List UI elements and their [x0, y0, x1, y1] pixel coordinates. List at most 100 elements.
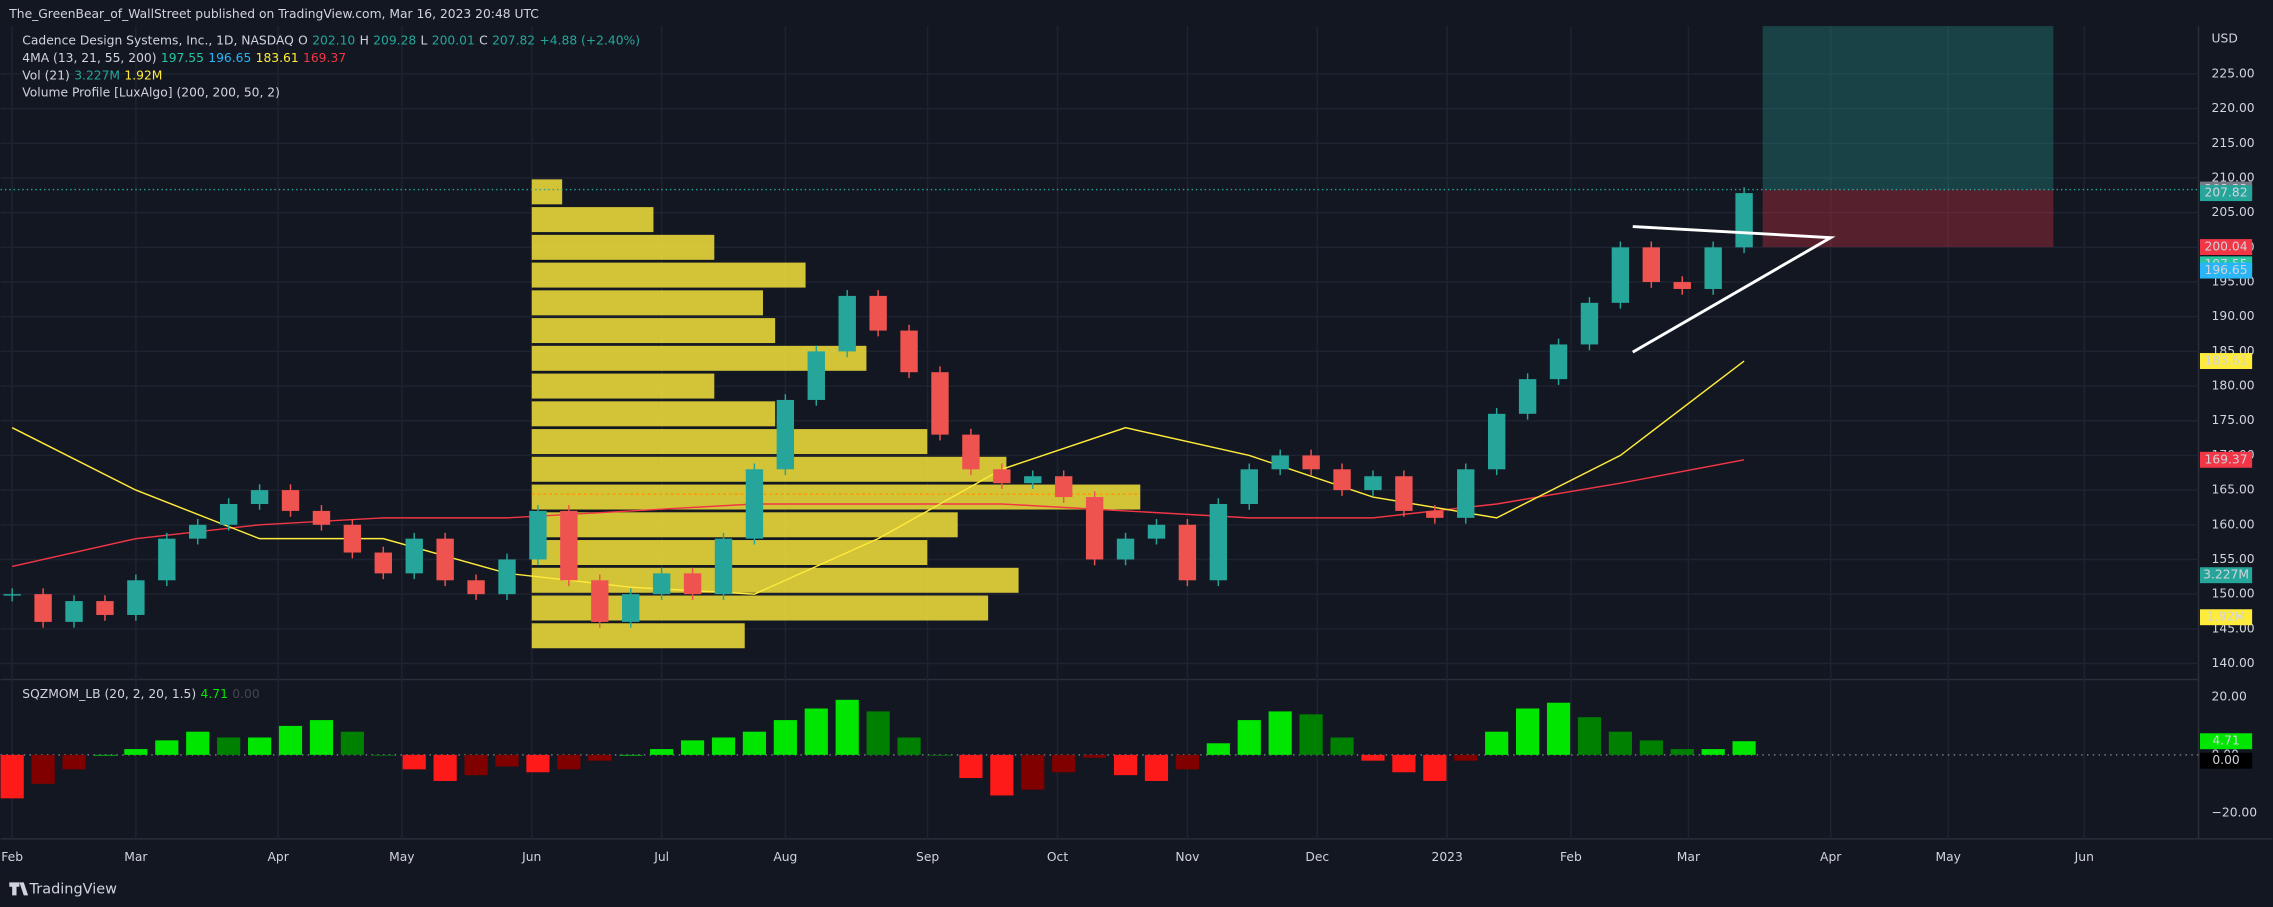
candle-body	[65, 601, 83, 622]
candle-body	[1302, 455, 1320, 470]
x-tick-label: Dec	[1305, 850, 1329, 864]
legend-line: 4MA (13, 21, 55, 200) 197.55 196.65 183.61 1…	[22, 50, 346, 64]
candle-body	[1024, 476, 1042, 484]
momentum-bar	[619, 754, 643, 756]
legend-line: Cadence Design Systems, Inc., 1D, NASDAQ…	[22, 33, 640, 47]
x-tick-label: Jun	[2074, 850, 2094, 864]
momentum-bar	[1516, 708, 1540, 755]
candle-body	[127, 580, 145, 615]
x-tick-label: May	[1935, 850, 1960, 864]
momentum-bar	[1021, 754, 1045, 790]
candle-body	[34, 594, 52, 622]
legend-item: C	[479, 33, 488, 47]
zero-tag-bg	[2199, 752, 2253, 769]
momentum-bar	[1206, 743, 1230, 755]
legend-item: 209.28	[373, 33, 416, 47]
legend-item: 1.92M	[124, 68, 162, 82]
legend-item: 3.227M	[74, 68, 120, 82]
candle-body	[683, 573, 702, 595]
momentum-bar	[371, 754, 395, 756]
x-tick-label: 2023	[1432, 850, 1463, 864]
momentum-bar	[1083, 754, 1107, 758]
y-tick-label: 165.00	[2212, 483, 2255, 497]
momentum-bar	[588, 754, 612, 761]
legend-item: +4.88 (+2.40%)	[539, 33, 640, 47]
y-tick-label: 190.00	[2212, 309, 2255, 323]
profile-bar	[531, 373, 715, 399]
momentum-bar	[278, 725, 303, 755]
candle-body	[622, 594, 640, 622]
momentum-bar	[1485, 731, 1509, 755]
y-tick-label: 150.00	[2212, 587, 2255, 601]
momentum-bar	[1670, 749, 1694, 755]
y-tick-label: 220.00	[2212, 101, 2255, 115]
x-tick-label: Feb	[1560, 850, 1582, 864]
momentum-bar	[1454, 754, 1478, 761]
candle-body	[591, 580, 609, 622]
y-tick-label: 175.00	[2212, 413, 2255, 427]
candle-body	[1580, 302, 1599, 345]
momentum-bar	[433, 754, 457, 781]
candle-body	[1487, 413, 1506, 470]
candle-body	[498, 559, 516, 595]
momentum-bar	[1701, 749, 1725, 755]
candle-body	[343, 524, 362, 553]
price-tag: 200.04	[2205, 240, 2248, 254]
momentum-bar	[1299, 714, 1323, 755]
momentum-bar	[680, 740, 705, 755]
moving-average	[12, 459, 1745, 568]
candle-body	[1055, 476, 1073, 498]
momentum-bar	[526, 754, 550, 773]
momentum-bar	[1330, 737, 1354, 755]
candle-body	[869, 295, 887, 331]
price-tag-bg	[2199, 239, 2253, 256]
momentum-bar	[124, 749, 148, 755]
y-tick-label: 225.00	[2212, 66, 2255, 80]
momentum-bar	[217, 737, 241, 755]
candle-body	[96, 601, 114, 615]
profile-bar	[531, 512, 958, 538]
profile-bar	[531, 179, 563, 205]
candle-body	[219, 503, 238, 525]
candle-body	[993, 469, 1011, 484]
momentum-bar	[711, 737, 736, 755]
candle-body	[467, 580, 485, 595]
target-zone	[1762, 26, 2054, 190]
x-tick-label: May	[389, 850, 414, 864]
momentum-bar	[309, 720, 334, 755]
candle-body	[1704, 247, 1722, 289]
candle-body	[529, 510, 547, 560]
candle-body	[900, 330, 918, 373]
momentum-bar	[1175, 754, 1199, 770]
momentum-bar	[959, 754, 983, 779]
candle-body	[405, 538, 423, 574]
candle-body	[312, 510, 331, 525]
candle-body	[1611, 247, 1630, 303]
candle-body	[776, 399, 795, 470]
candle-body	[1147, 524, 1166, 539]
momentum-bar	[1639, 740, 1663, 755]
candle-body	[1395, 476, 1413, 511]
y-tick-label: 155.00	[2212, 552, 2255, 566]
candle-body	[1209, 503, 1228, 581]
x-tick-label: Feb	[1, 850, 23, 864]
momentum-tick-label: 20.00	[2212, 689, 2247, 703]
candle-body	[745, 469, 764, 539]
momentum-bar	[402, 754, 426, 770]
candle-body	[374, 552, 392, 574]
candle-body	[1642, 247, 1661, 283]
candle-body	[1240, 469, 1258, 504]
momentum-bar	[62, 754, 86, 770]
volume-tag-bg	[2199, 609, 2253, 626]
legend-item: H	[360, 33, 369, 47]
y-tick-label: 160.00	[2212, 517, 2255, 531]
volume-tag: 3.227M	[2203, 568, 2249, 582]
legend-item: Cadence Design Systems, Inc., 1D, NASDAQ	[22, 33, 294, 47]
momentum-bar	[0, 754, 24, 799]
candle-body	[1457, 469, 1475, 518]
candle-body	[436, 538, 454, 581]
candle-body	[250, 490, 269, 504]
x-tick-label: Apr	[268, 850, 290, 864]
